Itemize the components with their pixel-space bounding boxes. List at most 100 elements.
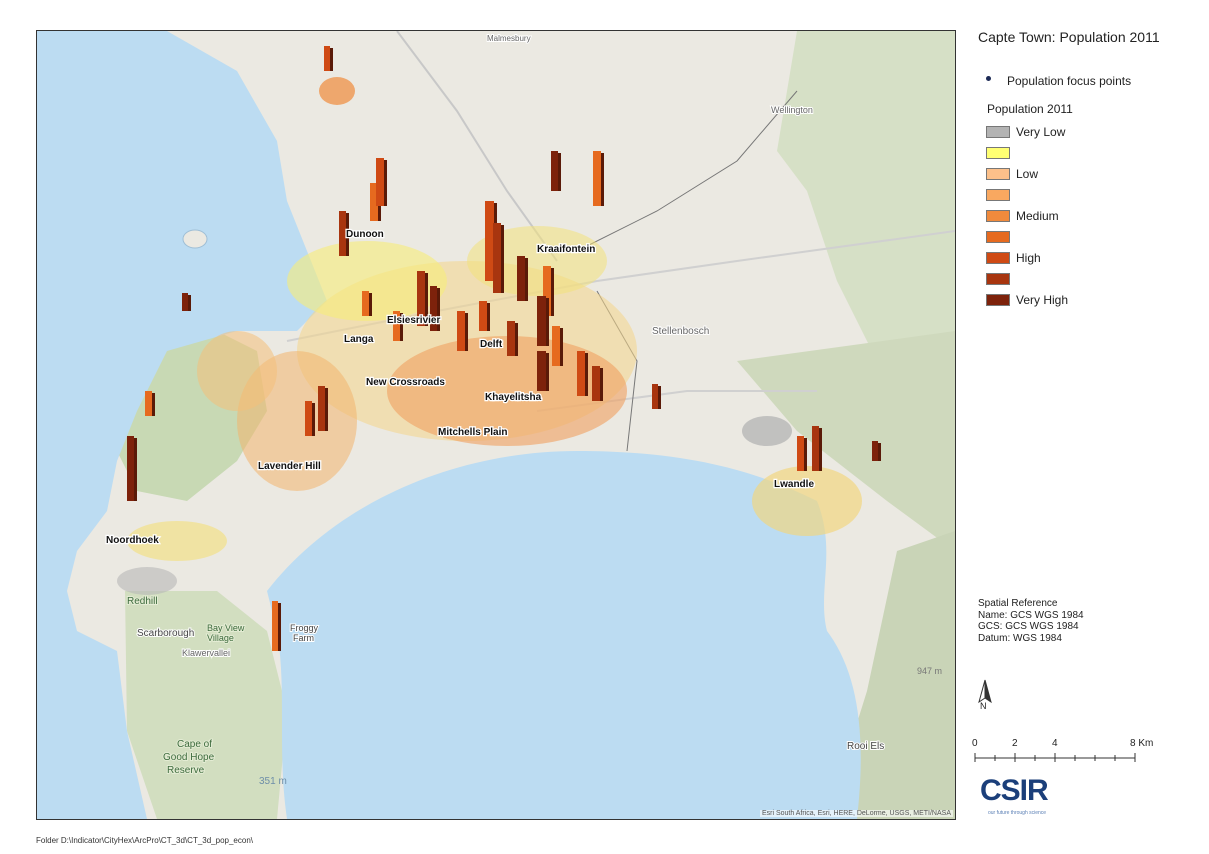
- population-column: [485, 201, 494, 281]
- legend-label: Medium: [1016, 209, 1059, 223]
- spatial-ref-gcs: GCS: GCS WGS 1984: [978, 621, 1079, 632]
- population-column: [592, 366, 600, 401]
- population-column: [479, 301, 487, 331]
- population-column: [537, 351, 546, 391]
- place-label-noordhoek: Noordhoek: [106, 535, 159, 546]
- population-column-shade: [188, 295, 191, 311]
- legend-row: High: [986, 251, 1041, 265]
- legend-heading: Population 2011: [987, 102, 1073, 116]
- place-label-langa: Langa: [344, 334, 374, 345]
- north-label: N: [980, 701, 987, 711]
- population-column: [272, 601, 278, 651]
- population-column-shade: [278, 603, 281, 651]
- population-column-shade: [819, 428, 822, 471]
- population-column-shade: [515, 323, 518, 356]
- population-column-shade: [400, 313, 403, 341]
- legend-swatch: [986, 273, 1010, 285]
- folder-path: Folder D:\Indicator\CityHex\ArcPro\CT_3d…: [36, 836, 253, 845]
- place-label-kraaifontein: Kraaifontein: [537, 244, 595, 255]
- population-column: [457, 311, 465, 351]
- population-column: [652, 384, 658, 409]
- population-column-shade: [134, 438, 137, 501]
- atlantic-ocean: [37, 31, 327, 819]
- population-column-shade: [465, 313, 468, 351]
- population-column: [551, 151, 558, 191]
- legend-swatch: [986, 210, 1010, 222]
- population-column: [593, 151, 601, 206]
- label-cape-point: Cape of Good Hope Reserve: [163, 739, 215, 776]
- population-column: [182, 293, 188, 311]
- label-redhill: Redhill: [127, 596, 158, 607]
- population-column-shade: [546, 353, 549, 391]
- place-label-dunoon: Dunoon: [346, 229, 384, 240]
- population-column: [393, 311, 400, 341]
- label-wellington: Wellington: [771, 105, 813, 115]
- population-column: [318, 386, 325, 431]
- label-rooi-els: Rooi Els: [847, 741, 884, 752]
- population-column: [872, 441, 878, 461]
- population-column: [339, 211, 346, 256]
- place-label-lavender-hill: Lavender Hill: [258, 461, 321, 472]
- logo-tagline: our future through science: [988, 810, 1047, 816]
- spatial-ref-title: Spatial Reference: [978, 598, 1058, 609]
- population-column: [362, 291, 369, 316]
- label-bay-view: Bay View Village: [207, 623, 245, 643]
- legend-swatch: [986, 189, 1010, 201]
- scale-bar-graphic: [974, 753, 1136, 762]
- population-column: [376, 158, 384, 206]
- legend-row: Very Low: [986, 125, 1065, 139]
- population-column: [517, 256, 525, 301]
- population-column: [145, 391, 152, 416]
- label-elevation-947: 947 m: [917, 666, 942, 676]
- population-column-shade: [525, 258, 528, 301]
- north-arrow-icon: [978, 679, 992, 704]
- scale-tick-label: 4: [1052, 738, 1058, 749]
- focus-point-icon: [986, 75, 991, 81]
- population-column: [430, 286, 437, 331]
- map-view[interactable]: Dunoon Kraaifontein Elsiesrivier Langa D…: [36, 30, 956, 820]
- legend-label: Very High: [1016, 293, 1069, 307]
- legend-swatch: [986, 252, 1010, 264]
- population-column-shade: [585, 353, 588, 396]
- legend-focus-points: Population focus points: [986, 74, 1131, 88]
- population-columns: [127, 46, 881, 651]
- place-label-elsiesrivier: Elsiesrivier: [387, 315, 440, 326]
- hex-clusters: [117, 77, 862, 595]
- population-column-shade: [346, 213, 349, 256]
- mountain-area: [737, 331, 955, 551]
- road: [396, 31, 558, 262]
- population-column-shade: [658, 386, 661, 409]
- place-labels: Dunoon Kraaifontein Elsiesrivier Langa D…: [105, 228, 816, 548]
- map-attribution: Esri South Africa, Esri, HERE, DeLorme, …: [759, 810, 953, 817]
- label-scarborough: Scarborough: [137, 628, 194, 639]
- scale-bar: 0 2 4 8 Km: [972, 738, 1172, 768]
- legend-row: [986, 272, 1016, 286]
- population-column-shade: [560, 328, 563, 366]
- population-column: [543, 266, 551, 316]
- label-malmesbury: Malmesbury: [487, 34, 531, 43]
- population-column-shade: [425, 273, 428, 326]
- population-column: [797, 436, 804, 471]
- population-column-shade: [384, 160, 387, 206]
- population-column: [324, 46, 330, 71]
- map-canvas[interactable]: Dunoon Kraaifontein Elsiesrivier Langa D…: [37, 31, 955, 819]
- place-label-mitchells-plain: Mitchells Plain: [438, 427, 507, 438]
- scale-tick-label: 8 Km: [1130, 738, 1154, 749]
- spatial-ref-datum: Datum: WGS 1984: [978, 632, 1062, 644]
- population-column: [552, 326, 560, 366]
- legend-row: Low: [986, 167, 1038, 181]
- population-column-shade: [501, 225, 504, 293]
- population-column-shade: [600, 368, 603, 401]
- population-column-shade: [487, 303, 490, 331]
- legend-row: [986, 146, 1016, 160]
- population-column: [577, 351, 585, 396]
- robben-island: [182, 229, 208, 249]
- label-klawervallei: Klawervallei: [182, 648, 230, 658]
- legend-swatch: [986, 231, 1010, 243]
- basemap-labels: Stellenbosch Wellington Malmesbury Redhi…: [126, 33, 942, 787]
- cape-point-reserve: [125, 591, 287, 819]
- population-column-shade: [152, 393, 155, 416]
- population-column-shade: [546, 298, 549, 346]
- csir-logo: CSIR: [980, 774, 1049, 807]
- population-column-shade: [312, 403, 315, 436]
